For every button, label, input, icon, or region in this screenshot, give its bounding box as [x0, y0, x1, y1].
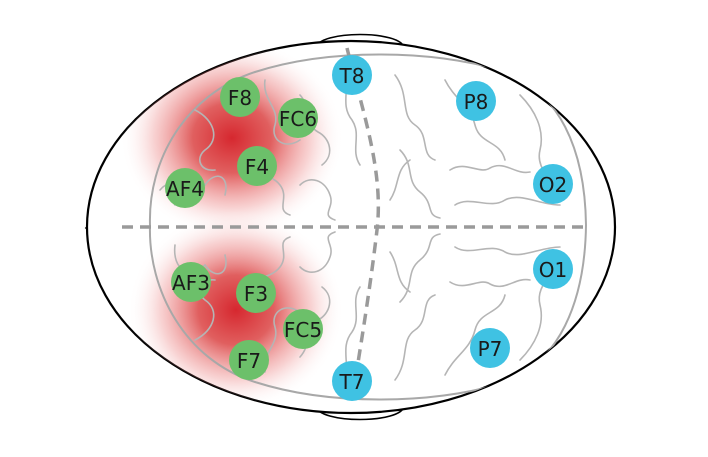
electrode-T7: T7 [332, 361, 372, 401]
electrode-AF3: AF3 [171, 262, 211, 302]
electrode-label: O2 [539, 173, 567, 197]
electrode-O2: O2 [533, 164, 573, 204]
electrode-label: T8 [339, 64, 365, 88]
electrode-label: T7 [339, 370, 365, 394]
heat-region-left [128, 210, 344, 410]
electrode-label: F4 [245, 155, 269, 179]
electrode-label: FC6 [279, 107, 317, 131]
electrode-F4: F4 [237, 146, 277, 186]
electrode-P7: P7 [470, 328, 510, 368]
electrode-layer: F8 FC6 F4 AF4 AF3 F3 FC5 F7 T8 P8 O2 O1 … [165, 55, 573, 401]
electrode-label: P7 [478, 337, 503, 361]
electrode-FC5: FC5 [283, 309, 323, 349]
electrode-label: AF3 [172, 271, 210, 295]
electrode-P8: P8 [456, 81, 496, 121]
electrode-label: F7 [237, 349, 261, 373]
midline-vertical [345, 47, 381, 401]
brain-outline [148, 53, 588, 401]
electrode-label: AF4 [166, 177, 204, 201]
electrode-O1: O1 [533, 249, 573, 289]
electrode-label: F3 [244, 282, 268, 306]
electrode-label: F8 [228, 86, 252, 110]
electrode-AF4: AF4 [165, 168, 205, 208]
electrode-FC6: FC6 [278, 98, 318, 138]
electrode-label: P8 [464, 90, 489, 114]
electrode-label: FC5 [284, 318, 322, 342]
electrode-F7: F7 [229, 340, 269, 380]
electrode-F8: F8 [220, 77, 260, 117]
electrode-T8: T8 [332, 55, 372, 95]
electrode-F3: F3 [236, 273, 276, 313]
heat-region-right [120, 41, 344, 238]
electrode-label: O1 [539, 258, 567, 282]
